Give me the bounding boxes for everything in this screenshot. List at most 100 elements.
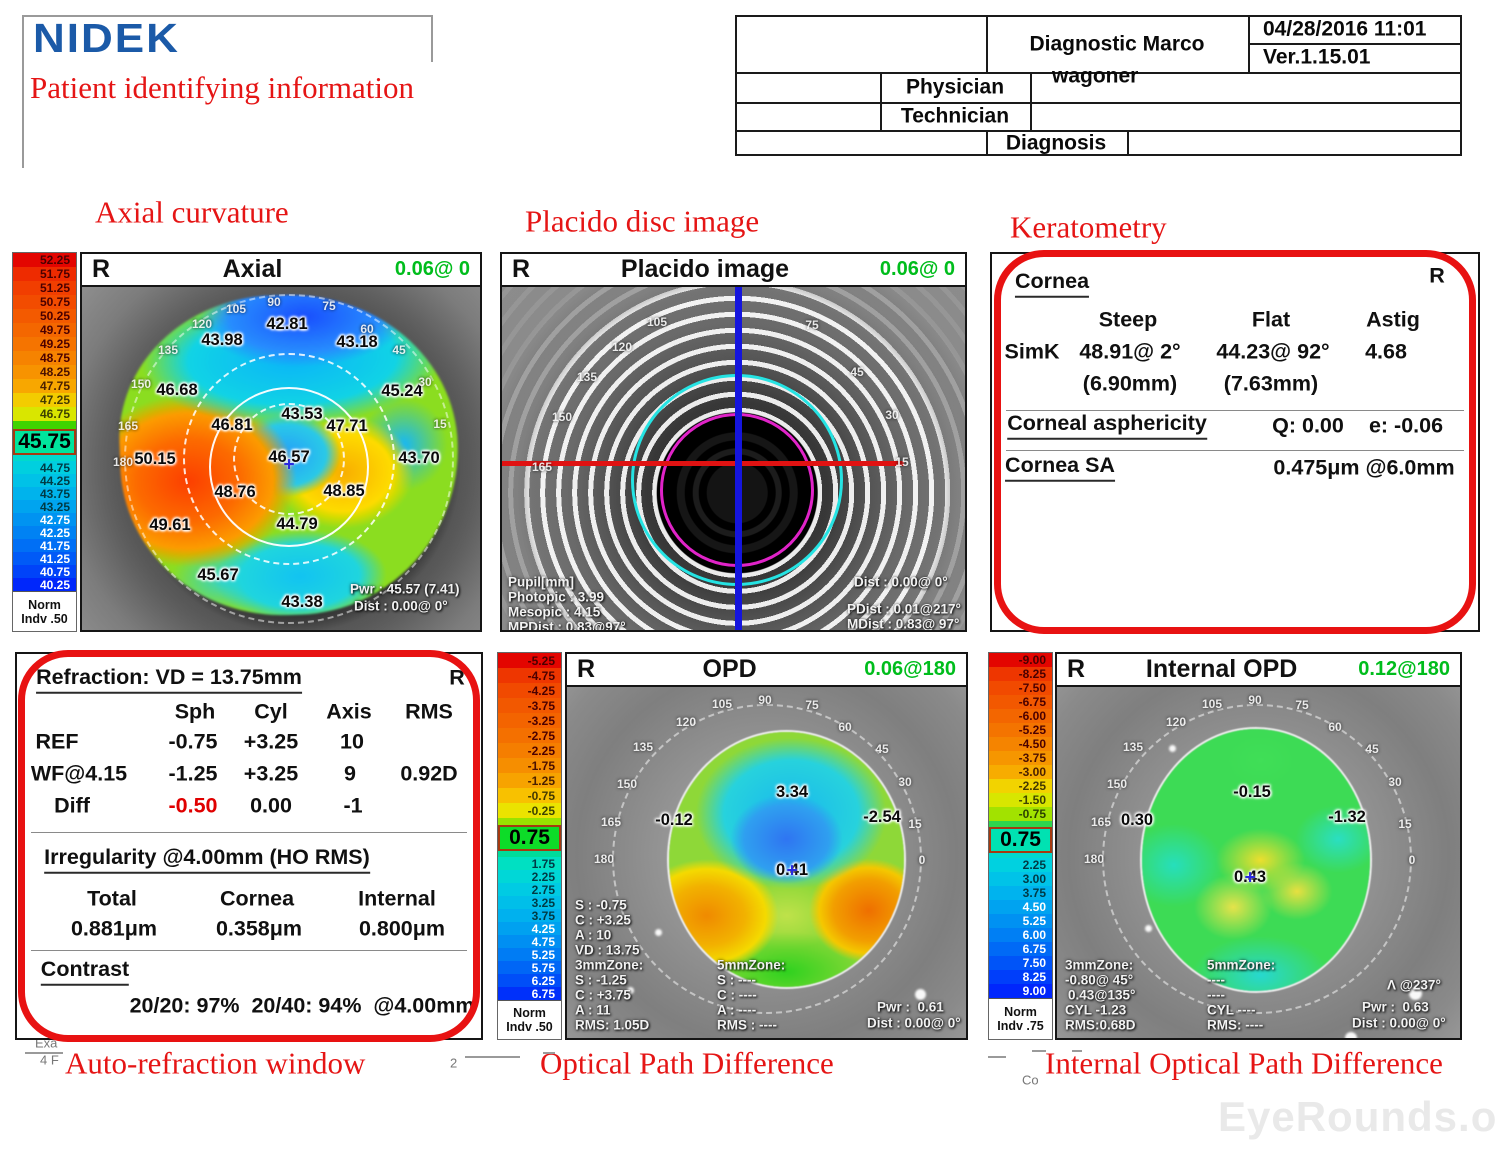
scale-cell bbox=[989, 821, 1052, 827]
scale-cell: 41.25 bbox=[13, 552, 76, 565]
scale-cell: 1.75 bbox=[498, 857, 561, 870]
label: 180 bbox=[593, 852, 615, 866]
fragment-text: 4 F bbox=[40, 1052, 59, 1068]
label: Mesopic : 4.15 bbox=[508, 604, 601, 620]
label: Pwr : 0.63 bbox=[1362, 999, 1429, 1015]
scale-cell: 6.25 bbox=[498, 974, 561, 987]
scale-cell: -3.75 bbox=[989, 751, 1052, 765]
label: 60 bbox=[838, 720, 852, 734]
label: 0.881μm bbox=[70, 916, 158, 941]
label: e: -0.06 bbox=[1368, 413, 1444, 438]
scale-norm-cell: Norm Indv .50 bbox=[13, 591, 76, 631]
scale-cell: 47.25 bbox=[13, 393, 76, 407]
alignment-offset: 0.06@ 0 bbox=[879, 258, 955, 280]
label: -1.32 bbox=[1328, 807, 1366, 826]
label: 42.81 bbox=[266, 314, 308, 333]
label: Q: 0.00 bbox=[1272, 413, 1344, 438]
panel-title: OPD bbox=[702, 655, 757, 683]
label: Corneal asphericity bbox=[1007, 412, 1207, 440]
placido-panel: R Placido image 0.06@ 0 Pupil[mm] Photopi… bbox=[500, 252, 967, 632]
scale-cell: 3.00 bbox=[989, 872, 1052, 886]
label: 0.358μm bbox=[215, 916, 303, 941]
scale-cell: -3.75 bbox=[498, 698, 561, 713]
label: + bbox=[786, 860, 798, 882]
scale-cell: 40.25 bbox=[13, 578, 76, 591]
scale-cell: 51.75 bbox=[13, 267, 76, 281]
opd-color-scale: -5.25 -4.75 -4.25 -3.75 -3.25 -2.75 -2.25 -1.75… bbox=[497, 652, 562, 1040]
label: 20/20: 97% 20/40: 94% @4.00mm bbox=[129, 993, 475, 1018]
label: 48.91@ 2° bbox=[1079, 339, 1181, 364]
scale-cell: -5.25 bbox=[498, 653, 561, 668]
logo-box-line bbox=[22, 15, 433, 17]
label: 75 bbox=[1295, 698, 1309, 712]
scale-cell: -4.50 bbox=[989, 737, 1052, 751]
label: 45 bbox=[392, 343, 406, 357]
scale-cell bbox=[498, 851, 561, 857]
scale-cell: 3.75 bbox=[498, 909, 561, 922]
scale-current-value: 45.75 bbox=[13, 429, 76, 455]
scale-cell bbox=[13, 421, 76, 429]
label: Physician bbox=[905, 75, 1005, 99]
vertical-axis-line bbox=[735, 287, 742, 630]
label: Steep bbox=[1098, 307, 1158, 332]
label: MPDist : 0.83@97° bbox=[508, 619, 626, 630]
label: 04/28/2016 11:01 bbox=[1263, 17, 1427, 41]
patient-identifier-note: Patient identifying information bbox=[30, 70, 414, 105]
label: 30 bbox=[1388, 775, 1402, 789]
label: A : ---- bbox=[717, 1002, 757, 1018]
separator bbox=[1006, 450, 1464, 451]
label: 0.00 bbox=[250, 793, 292, 818]
opd-map: 3.34 -0.12 -2.54 0.41 +90 105 75 120 60 135 45 150 3… bbox=[567, 687, 966, 1038]
label: 30 bbox=[898, 775, 912, 789]
label: ---- bbox=[1207, 987, 1225, 1003]
scale-cell: 50.75 bbox=[13, 295, 76, 309]
scale-cell bbox=[989, 853, 1052, 858]
eye-indicator: R bbox=[512, 255, 531, 283]
label: 9 bbox=[344, 761, 356, 786]
label: Diagnosis bbox=[1005, 131, 1107, 155]
scale-norm-cell: Norm Indv .75 bbox=[989, 998, 1052, 1039]
scale-cell: 43.75 bbox=[13, 487, 76, 500]
label: 105 bbox=[646, 315, 668, 329]
label: 150 bbox=[1106, 777, 1128, 791]
label: 43.70 bbox=[398, 448, 440, 467]
label: 47.71 bbox=[326, 416, 368, 435]
label: 10 bbox=[340, 729, 364, 754]
label: A : 10 bbox=[575, 927, 612, 943]
label: 43.53 bbox=[281, 404, 323, 423]
label: Cornea bbox=[219, 886, 295, 911]
label: 5mmZone: bbox=[1207, 957, 1276, 973]
label: +3.25 bbox=[243, 761, 299, 786]
label: 90 bbox=[758, 693, 772, 707]
label: 46.57 bbox=[268, 447, 310, 466]
label: Astig bbox=[1366, 307, 1420, 332]
scale-cell: 42.25 bbox=[13, 526, 76, 539]
scale-cell: -5.25 bbox=[989, 723, 1052, 737]
scale-cell: 4.75 bbox=[498, 935, 561, 948]
scale-cell: -6.00 bbox=[989, 709, 1052, 723]
label: 48.76 bbox=[214, 482, 256, 501]
label: 0.475μm @6.0mm bbox=[1273, 455, 1455, 480]
separator bbox=[31, 950, 467, 951]
pupil-ring bbox=[209, 387, 369, 547]
annotation-placido-disc: Placido disc image bbox=[525, 203, 760, 239]
label: S : ---- bbox=[717, 972, 756, 988]
scale-cell: -1.50 bbox=[989, 793, 1052, 807]
scale-cell: -4.75 bbox=[498, 668, 561, 683]
label: 30 bbox=[885, 408, 899, 422]
fragment-line bbox=[25, 1052, 63, 1054]
internal-opd-panel: R Internal OPD 0.12@180 -0.15 0.30 -1.32 0.… bbox=[1055, 652, 1462, 1040]
scale-cell: -8.25 bbox=[989, 667, 1052, 681]
label: S : -1.25 bbox=[575, 972, 627, 988]
label: Pwr : 45.57 (7.41) bbox=[350, 581, 460, 597]
label: A : 11 bbox=[575, 1002, 611, 1018]
scale-cell: 49.75 bbox=[13, 323, 76, 337]
alignment-offset: 0.06@ 0 bbox=[394, 258, 470, 280]
fragment-line bbox=[988, 1056, 1006, 1058]
label: Photopic : 3.99 bbox=[508, 589, 605, 605]
internal-opd-map: -0.15 0.30 -1.32 0.43 +90 105 75 120 60 135 45 150 3… bbox=[1057, 687, 1460, 1038]
fragment-line bbox=[543, 1052, 555, 1054]
label: 45 bbox=[1365, 742, 1379, 756]
label: Irregularity @4.00mm (HO RMS) bbox=[44, 846, 370, 874]
